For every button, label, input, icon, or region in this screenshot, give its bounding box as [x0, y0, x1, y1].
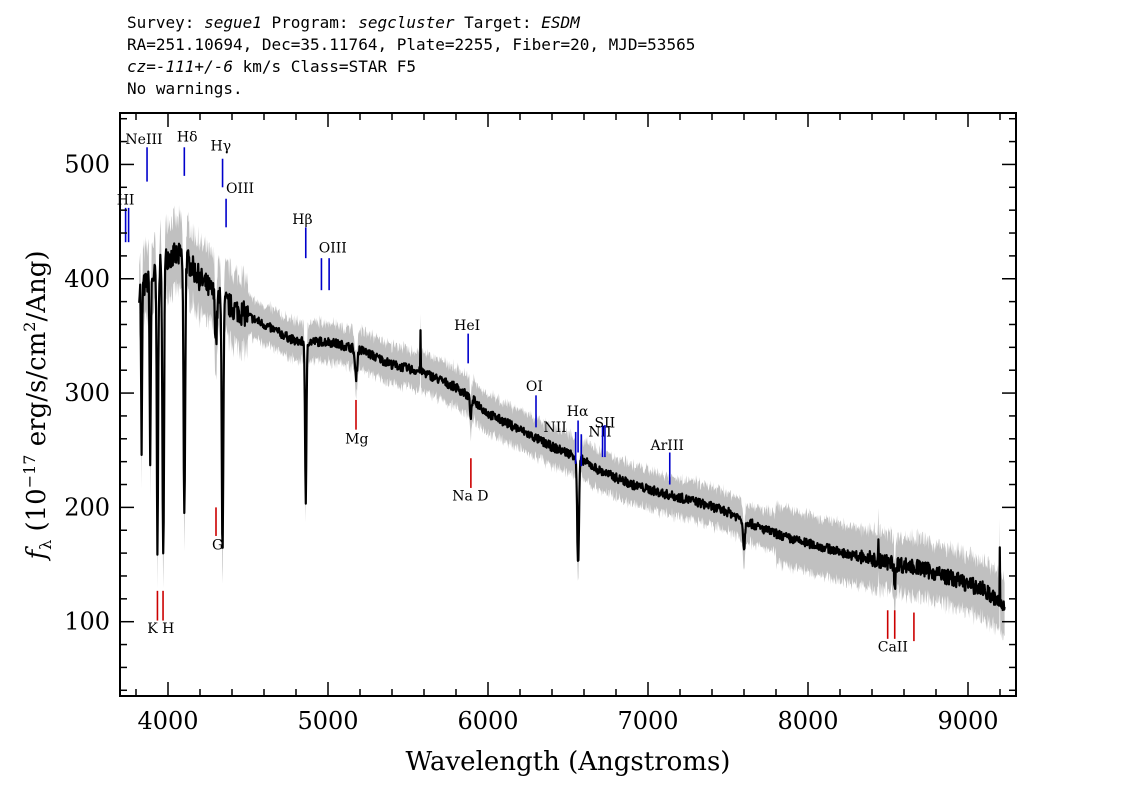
absorption-line-label: Mg	[345, 431, 368, 447]
y-tick-label: 200	[64, 493, 110, 521]
emission-line-label: HI	[117, 192, 135, 208]
absorption-line-label: Na D	[452, 489, 488, 505]
survey-label: Survey:	[127, 13, 205, 32]
program-value: segcluster	[358, 13, 455, 32]
emission-line-label: OIII	[0, 0, 14, 4]
header-line-survey: Survey: segue1 Program: segcluster Targe…	[127, 12, 695, 34]
header-line-coordinates: RA=251.10694, Dec=35.11764, Plate=2255, …	[127, 35, 696, 54]
plot-frame	[119, 112, 1017, 697]
y-tick-label: 300	[64, 379, 110, 407]
emission-line-label: Hβ	[292, 212, 312, 228]
spectrum-header: Survey: segue1 Program: segcluster Targe…	[127, 12, 695, 100]
emission-line-label: Hδ	[177, 130, 198, 146]
class-value: km/s Class=STAR F5	[232, 57, 416, 76]
target-value: ESDM	[541, 13, 580, 32]
spectrum-layer	[138, 204, 1006, 641]
y-label-exp1: −17	[20, 455, 39, 489]
emission-line-label: NII	[544, 420, 567, 436]
x-axis-label: Wavelength (Angstroms)	[406, 747, 731, 777]
program-label: Program:	[261, 13, 359, 32]
error-band	[139, 204, 1005, 641]
emission-line-label: Hα	[567, 404, 589, 420]
header-line-redshift: cz=-111+/-6 km/s Class=STAR F5	[127, 56, 695, 78]
axes: 4000 5000 6000 7000 8000 9000 100 200 300 400 500	[64, 113, 1016, 735]
emission-line-label: ArIII	[649, 438, 683, 454]
emission-line-label: NII	[588, 425, 611, 441]
line-markers: HINeIIIHδHγOIIIHβOIIIOIIIHeIOINIIHαNIISI…	[0, 0, 915, 655]
x-tick-label: 9000	[937, 707, 998, 735]
emission-line-label: HeI	[454, 318, 480, 334]
y-tick-label: 400	[64, 265, 110, 293]
emission-line-label: OIII	[226, 181, 254, 197]
x-tick-label: 4000	[137, 707, 198, 735]
absorption-line-label: G	[212, 538, 223, 554]
emission-line-label: SII	[0, 0, 10, 4]
survey-value: segue1	[204, 13, 262, 32]
y-label-open: (10	[22, 488, 52, 540]
y-tick-label: 500	[64, 150, 110, 178]
absorption-line-label: CaII	[878, 639, 908, 655]
y-label-exp2: 2	[20, 322, 39, 332]
x-tick-label: 7000	[617, 707, 678, 735]
x-tick-label: 6000	[457, 707, 518, 735]
header-line-warnings: No warnings.	[127, 79, 243, 98]
absorption-line-label: K H	[147, 621, 174, 637]
emission-line-label: Hγ	[211, 139, 232, 155]
emission-line-label: SII	[594, 415, 615, 431]
y-label-sub: λ	[36, 540, 55, 550]
y-label-close: /Ang)	[22, 250, 52, 321]
plot-area	[138, 204, 1006, 641]
x-tick-label: 5000	[297, 707, 358, 735]
spectrum-line	[138, 242, 1006, 612]
target-label: Target:	[454, 13, 542, 32]
y-tick-label: 100	[64, 608, 110, 636]
emission-line-label: OIII	[319, 240, 347, 256]
emission-line-label: NeIII	[125, 132, 162, 148]
redshift-value: cz=-111+/-6	[127, 57, 233, 76]
y-axis-label: fλ (10−17 erg/s/cm2/Ang)	[20, 250, 55, 561]
x-tick-label: 8000	[777, 707, 838, 735]
emission-line-label: OI	[526, 379, 543, 395]
y-label-units: erg/s/cm	[22, 332, 52, 455]
